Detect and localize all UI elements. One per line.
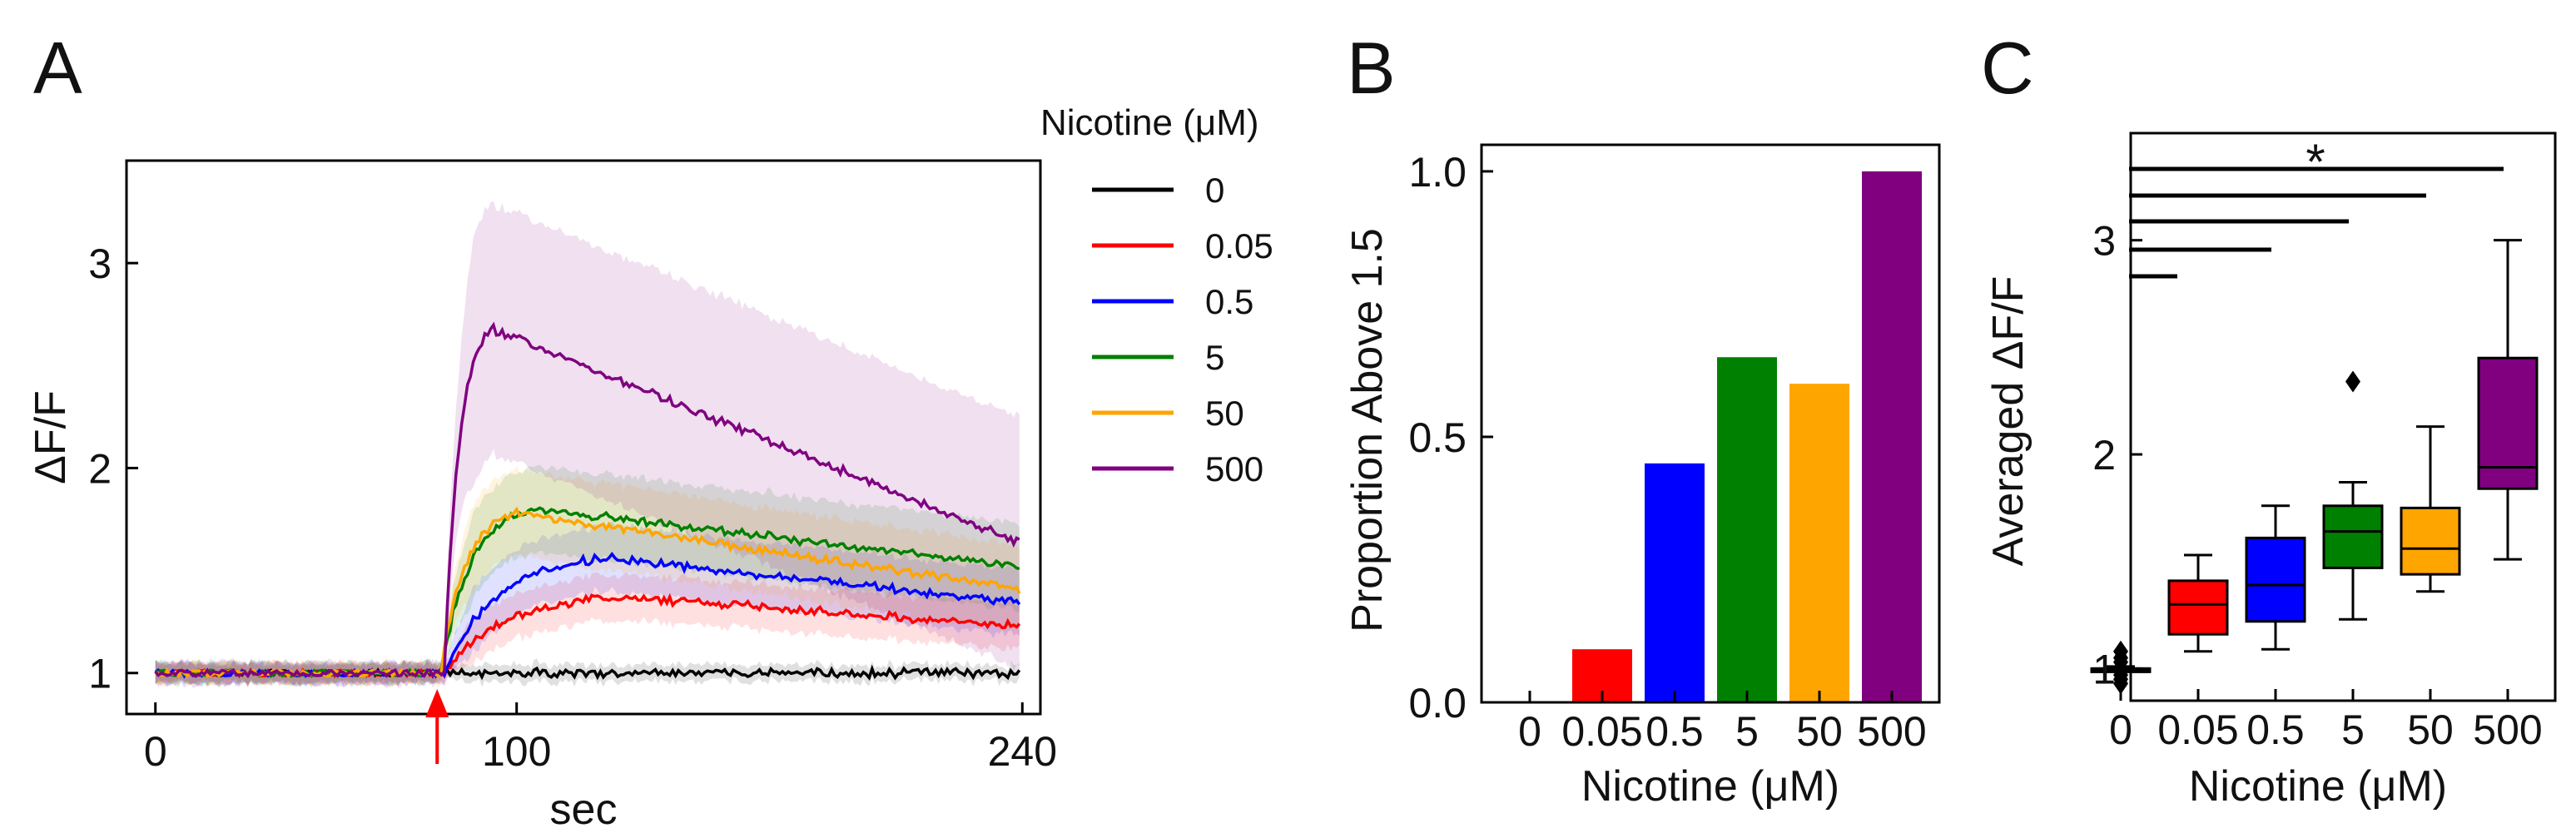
c-flier-0	[2113, 640, 2128, 662]
c-flier-0	[2113, 664, 2128, 687]
b-x-tick-label: 50	[1796, 708, 1843, 755]
c-y-tick-label: 3	[2092, 218, 2116, 265]
c-x-tick-label: 0.05	[2157, 707, 2238, 753]
legend: 0 0.05 0.5 5 50 500	[1092, 171, 1273, 488]
b-x-tick-label: 5	[1735, 708, 1759, 755]
a-ticks: 0 100 240 1 2 3	[88, 240, 1057, 775]
a-band-500	[155, 201, 1020, 688]
a-band-50	[155, 465, 1020, 688]
b-bar-0.5	[1645, 463, 1705, 702]
a-x-tick-label: 0	[144, 728, 167, 775]
c-ticks: 0 0.05 0.5 5 50 500 1 2 3	[2092, 218, 2543, 753]
c-x-axis-label: Nicotine (μM)	[2189, 762, 2447, 811]
a-y-tick-label: 3	[88, 240, 112, 287]
legend-title: Nicotine (μM)	[1040, 102, 1259, 143]
c-axes-frame	[2129, 131, 2557, 702]
c-boxes	[2090, 239, 2539, 695]
b-y-axis-label: Proportion Above 1.5	[1343, 228, 1392, 632]
a-axes-frame	[125, 159, 1042, 716]
c-x-tick-label: 0.5	[2246, 707, 2305, 753]
b-x-tick-label: 0.5	[1645, 708, 1704, 755]
significance-star: *	[2305, 134, 2325, 190]
b-y-tick-label: 1.0	[1408, 149, 1467, 196]
legend-label-0: 0	[1205, 171, 1224, 210]
legend-label-500: 500	[1205, 449, 1263, 488]
b-bar-50	[1789, 384, 1849, 702]
c-box-0.05	[2167, 579, 2229, 636]
c-box-0.5	[2245, 536, 2306, 623]
c-significance-lines	[2129, 166, 2504, 279]
c-y-axis-label: Averaged ΔF/F	[1984, 276, 2033, 567]
c-y-tick-label: 1	[2092, 646, 2116, 692]
a-line-500	[154, 321, 1020, 679]
panel-c-letter: C	[1981, 27, 2034, 109]
a-y-tick-label: 1	[88, 651, 112, 697]
a-x-axis-label: sec	[550, 786, 618, 834]
c-box-5	[2322, 504, 2384, 569]
c-x-tick-label: 0	[2109, 707, 2132, 753]
b-bar-5	[1717, 357, 1777, 702]
stimulus-arrow	[425, 689, 449, 764]
b-bar-500	[1862, 171, 1922, 702]
c-box-500	[2477, 356, 2539, 490]
a-y-axis-label: ΔF/F	[27, 390, 75, 484]
c-box-50	[2400, 506, 2461, 576]
stimulus-arrow-head	[425, 689, 449, 717]
a-band-5	[155, 464, 1020, 688]
b-x-tick-label: 0	[1518, 708, 1541, 755]
a-band-0.5	[155, 521, 1020, 688]
c-x-tick-label: 50	[2407, 707, 2454, 753]
c-flier-5	[2345, 370, 2360, 393]
b-x-tick-label: 500	[1857, 708, 1926, 755]
a-band-0.05	[155, 572, 1020, 687]
c-y-tick-label: 2	[2092, 432, 2116, 479]
legend-label-5: 5	[1205, 338, 1224, 377]
b-axes-frame	[1480, 143, 1941, 704]
a-series-lines	[154, 321, 1021, 681]
panel-b-letter: B	[1347, 27, 1396, 109]
a-confidence-bands	[155, 201, 1020, 688]
b-x-axis-label: Nicotine (μM)	[1581, 762, 1839, 811]
a-x-tick-label: 240	[988, 728, 1057, 775]
c-x-tick-label: 5	[2341, 707, 2365, 753]
legend-label-0.05: 0.05	[1205, 226, 1273, 265]
b-y-tick-label: 0.0	[1408, 680, 1467, 726]
panel-c-box-plot: * 0 0.05 0.5 5 50 500 1 2 3 Nicotine (μM) Averag…	[1984, 131, 2557, 811]
legend-label-50: 50	[1205, 394, 1244, 433]
b-bars	[1572, 171, 1922, 702]
b-x-tick-label: 0.05	[1561, 708, 1642, 755]
b-y-tick-label: 0.5	[1408, 414, 1467, 461]
a-x-tick-label: 100	[482, 728, 551, 775]
panel-a-letter: A	[33, 27, 82, 109]
a-y-tick-label: 2	[88, 445, 112, 492]
c-x-tick-label: 500	[2473, 707, 2542, 753]
legend-label-0.5: 0.5	[1205, 282, 1253, 321]
